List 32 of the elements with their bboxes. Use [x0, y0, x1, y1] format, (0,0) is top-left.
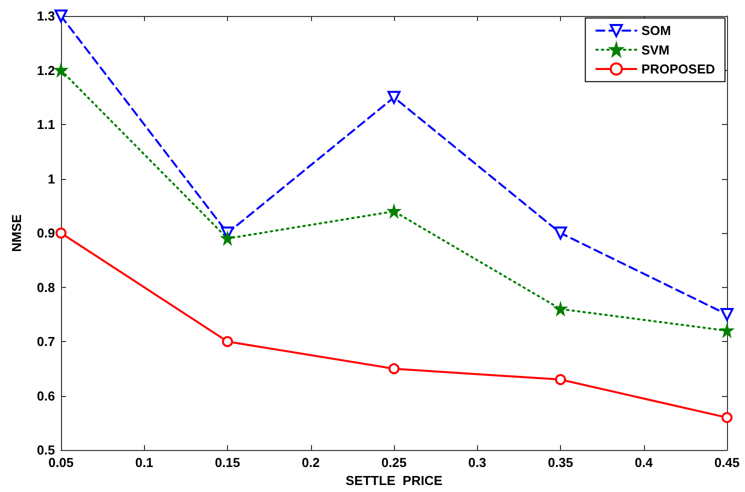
point [222, 336, 233, 348]
y-tick-label: 1.3 [36, 8, 55, 24]
y-tick-label: 0.8 [36, 280, 55, 295]
x-tick-label: 0.1 [135, 455, 154, 470]
x-tick-label: 0.45 [714, 455, 740, 470]
y-axis-title: NMSE [9, 214, 24, 252]
y-tick-label: 0.9 [36, 226, 55, 241]
y-tick-label: 1.2 [36, 62, 55, 78]
point [555, 374, 566, 386]
x-tick-label: 0.05 [48, 455, 74, 470]
y-tick-label: 1 [48, 171, 55, 186]
point [720, 308, 734, 321]
y-tick-label: 0.7 [36, 334, 55, 350]
point [388, 90, 400, 104]
x-tick-label: 0.4 [634, 455, 654, 470]
x-tick-label: 0.35 [548, 455, 574, 470]
point [720, 324, 734, 337]
legend-label: SOM [641, 23, 671, 38]
x-tick-label: 0.25 [381, 455, 407, 470]
legend-label: SVM [641, 42, 670, 58]
legend-label: PROPOSED [641, 62, 716, 76]
x-axis-title: SETTLE PRICE [346, 473, 443, 488]
y-tick-label: 1.1 [36, 117, 55, 132]
x-tick-label: 0.2 [302, 455, 320, 470]
y-tick-label: 0.6 [36, 388, 55, 404]
point [722, 412, 732, 424]
point [388, 363, 400, 374]
x-tick-label: 0.15 [214, 455, 240, 470]
y-tick-label: 0.5 [36, 442, 55, 458]
x-tick-label: 0.3 [468, 455, 486, 470]
point [56, 228, 66, 239]
point [554, 226, 567, 240]
